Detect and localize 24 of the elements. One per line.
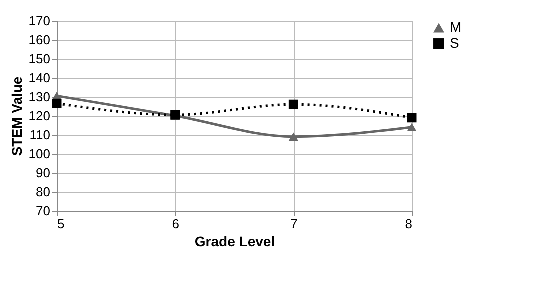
x-tick-label: 5 <box>58 216 65 232</box>
y-tick-label: 170 <box>28 14 50 28</box>
x-axis-title: Grade Level <box>194 234 276 250</box>
point <box>288 100 298 110</box>
y-tick-label: 100 <box>28 146 50 162</box>
x-tick-label: 8 <box>405 216 412 232</box>
y-axis-title: STEM Value <box>8 76 25 156</box>
y-tick-label: 140 <box>28 70 50 86</box>
y-tick-label: 120 <box>28 108 50 124</box>
y-tick-label: 80 <box>36 184 50 200</box>
y-tick-label: 90 <box>36 166 50 180</box>
point <box>288 132 298 142</box>
y-tick-label: 130 <box>28 90 50 104</box>
legend-label: S <box>450 35 460 51</box>
x-tick-label: 6 <box>172 216 180 232</box>
y-tick-label: 150 <box>28 52 50 66</box>
legend-label: M <box>450 19 462 35</box>
x-tick-label: 7 <box>290 216 298 232</box>
y-tick-label: 70 <box>36 204 50 218</box>
y-tick-label: 110 <box>30 128 50 142</box>
point <box>407 123 417 132</box>
point <box>407 113 417 123</box>
y-tick-label: 160 <box>28 32 50 48</box>
point <box>52 98 62 108</box>
